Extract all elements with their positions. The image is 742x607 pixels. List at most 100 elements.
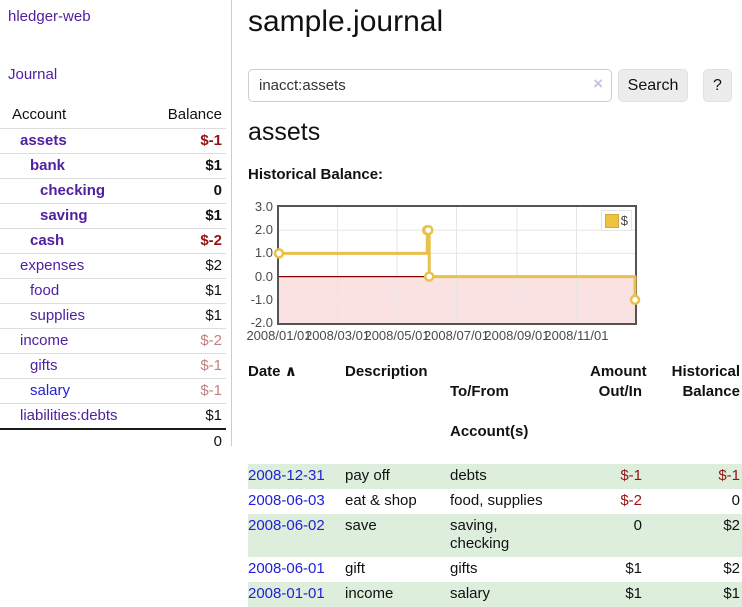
account-name-cell: checking (0, 178, 152, 204)
register-header-row: Date ∧ Description To/From Account(s) Am… (248, 360, 742, 464)
brand-link[interactable]: hledger-web (8, 8, 91, 25)
account-row: expenses $2 (0, 253, 226, 279)
legend-label: $ (620, 213, 628, 228)
account-link[interactable]: bank (30, 157, 66, 174)
account-link[interactable]: liabilities:debts (20, 407, 118, 424)
x-axis-tick-label: 2008/05/01 (364, 328, 430, 343)
account-balance: $1 (151, 278, 226, 304)
chart-point[interactable] (273, 248, 285, 259)
search-input[interactable] (248, 69, 612, 102)
account-link[interactable]: assets (20, 132, 67, 149)
register-accounts-cell: salary (450, 585, 491, 602)
account-name-cell: liabilities:debts (0, 403, 152, 429)
register-table: Date ∧ Description To/From Account(s) Am… (248, 360, 742, 607)
register-amount-cell: 0 (633, 517, 642, 534)
register-header-balance-line1: Historical (671, 363, 740, 380)
y-axis-tick-label: -2.0 (250, 315, 273, 330)
chart-point[interactable] (629, 294, 641, 306)
transaction-date-link[interactable]: 2008-06-01 (248, 560, 325, 577)
register-header-description: Description (345, 363, 428, 380)
account-balance: $1 (151, 203, 226, 229)
account-link[interactable]: expenses (20, 257, 85, 274)
register-row: 2008-06-03 eat & shop food, supplies $-2 0 (248, 489, 742, 514)
register-header-accounts: To/From Account(s) (450, 360, 590, 464)
register-amount-cell: $-2 (620, 492, 642, 509)
register-header-amount-line1: Amount (590, 363, 647, 380)
register-description-cell: eat & shop (345, 492, 417, 509)
register-balance-cell: $2 (723, 560, 740, 577)
accounts-header-balance: Balance (167, 106, 222, 123)
account-name-cell: salary (0, 378, 152, 404)
account-row: supplies $1 (0, 303, 226, 329)
account-row: gifts $-1 (0, 353, 226, 379)
register-header-accounts-line1: To/From (450, 383, 509, 400)
register-amount-cell: $-1 (620, 467, 642, 484)
account-link[interactable]: checking (40, 182, 106, 199)
accounts-total-row: 0 (0, 428, 226, 454)
search-button[interactable]: Search (618, 69, 688, 102)
account-name-cell: assets (0, 128, 152, 154)
register-amount-cell: $1 (625, 560, 642, 577)
account-name-cell: saving (0, 203, 152, 229)
accounts-table: Account Balance assets $-1 bank $1 checking 0… (0, 102, 226, 454)
account-name-cell: gifts (0, 353, 152, 379)
register-date-cell: 2008-06-02 (248, 514, 345, 557)
account-link[interactable]: saving (40, 207, 88, 224)
historical-balance-chart: 3.0 2.0 1.0 0.0 -1.0 -2.0 $ 2008/01/01 2008/03… (246, 198, 708, 350)
account-balance: $1 (151, 403, 226, 429)
account-link[interactable]: cash (30, 232, 65, 249)
accounts-total-value: 0 (151, 428, 226, 454)
y-axis-tick-label: 1.0 (254, 245, 273, 261)
account-name-cell: bank (0, 153, 152, 179)
register-balance-cell: $1 (723, 585, 740, 602)
account-link[interactable]: supplies (30, 307, 86, 324)
account-link[interactable]: food (30, 282, 60, 299)
account-row: checking 0 (0, 178, 226, 204)
y-axis-tick-label: 0.0 (254, 268, 273, 284)
y-axis-tick-label: 2.0 (254, 222, 273, 238)
register-header-date[interactable]: Date ∧ (248, 360, 345, 464)
nav-journal-link[interactable]: Journal (8, 66, 58, 83)
register-row: 2008-06-01 gift gifts $1 $2 (248, 557, 742, 582)
account-heading: assets (248, 118, 321, 146)
account-name-cell: expenses (0, 253, 152, 279)
account-link[interactable]: income (20, 332, 69, 349)
transaction-date-link[interactable]: 2008-01-01 (248, 585, 325, 602)
register-date-cell: 2008-06-01 (248, 557, 345, 582)
account-balance: $-2 (151, 328, 226, 354)
register-description-cell: pay off (345, 467, 390, 484)
transaction-date-link[interactable]: 2008-12-31 (248, 467, 325, 484)
x-axis-tick-label: 2008/01/01 (246, 328, 312, 343)
register-description-cell: gift (345, 560, 366, 577)
account-link[interactable]: gifts (30, 357, 58, 374)
chart-point[interactable] (422, 224, 434, 236)
accounts-header-row: Account Balance (0, 102, 226, 129)
register-balance-cell: 0 (731, 492, 740, 509)
account-row: salary $-1 (0, 378, 226, 404)
account-name-cell: income (0, 328, 152, 354)
account-balance: $2 (151, 253, 226, 279)
transaction-date-link[interactable]: 2008-06-03 (248, 492, 325, 509)
search-field-wrapper: × (248, 69, 612, 102)
clear-search-icon[interactable]: × (593, 74, 603, 93)
register-accounts-cell: saving, checking (450, 517, 510, 552)
register-header-accounts-line2: Account(s) (450, 423, 529, 440)
transaction-date-link[interactable]: 2008-06-02 (248, 517, 325, 534)
y-axis-tick-label: -1.0 (250, 291, 273, 307)
account-row: bank $1 (0, 153, 226, 179)
y-axis-tick-label: 3.0 (254, 199, 273, 214)
account-link[interactable]: salary (30, 382, 71, 399)
main-content: sample.journal × Search ? assets Histori… (246, 0, 742, 607)
search-form: × Search ? (248, 69, 742, 103)
register-row: 2008-12-31 pay off debts $-1 $-1 (248, 464, 742, 489)
account-balance: $-2 (151, 228, 226, 254)
account-balance: 0 (151, 178, 226, 204)
register-header-balance: Historical Balance (642, 360, 742, 464)
chart-plot-area[interactable]: $ (273, 205, 641, 325)
chart-point[interactable] (423, 271, 435, 282)
help-button[interactable]: ? (703, 69, 732, 102)
register-date-cell: 2008-12-31 (248, 464, 345, 489)
register-header-date-label: Date (248, 363, 281, 380)
x-axis-tick-label: 2008/11/01 (544, 328, 609, 343)
